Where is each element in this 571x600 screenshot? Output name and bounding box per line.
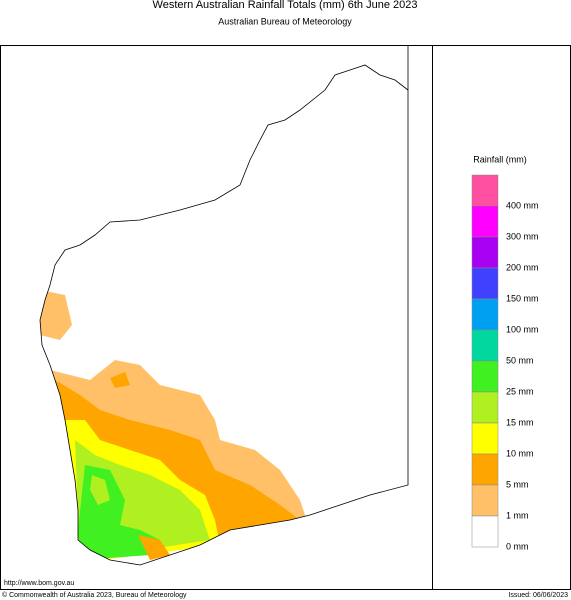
legend-label: 150 mm [506,293,539,303]
rain-region [110,372,130,388]
legend-label: 15 mm [506,417,534,427]
footer-copyright: © Commonwealth of Australia 2023, Bureau… [2,591,187,599]
title: Western Australian Rainfall Totals (mm) … [153,0,418,11]
legend-label: 400 mm [506,200,539,210]
legend-label: 50 mm [506,355,534,365]
legend-swatch [471,484,499,517]
legend-swatch [471,422,499,455]
legend: 400 mm 300 mm 200 mm 150 mm 100 mm 50 mm 25 mm… [471,174,539,551]
legend-swatch [471,360,499,393]
legend-label: 5 mm [506,479,529,489]
legend-swatch [471,174,499,207]
legend-label: 300 mm [506,231,539,241]
coastline [39,45,409,566]
legend-swatch [471,329,499,362]
legend-swatch [471,453,499,486]
legend-label: 0 mm [506,541,529,551]
legend-label: 10 mm [506,448,534,458]
rain-region [40,290,72,340]
legend-swatch [471,205,499,238]
rain-region [90,475,110,505]
legend-label: 1 mm [506,510,529,520]
legend-swatch [471,515,499,548]
legend-swatch [471,236,499,269]
rainfall-map [40,290,310,565]
rain-region [138,535,170,560]
legend-label: 100 mm [506,324,539,334]
footer-url: http://www.bom.gov.au [4,580,74,587]
footer-issued: Issued: 06/06/2023 [508,592,568,599]
legend-swatch [471,298,499,331]
legend-title: Rainfall (mm) [473,154,527,164]
legend-frame [432,45,571,590]
legend-swatch [471,391,499,424]
legend-swatch [471,267,499,300]
legend-label: 200 mm [506,262,539,272]
legend-label: 25 mm [506,386,534,396]
subtitle: Australian Bureau of Meteorology [218,16,352,26]
